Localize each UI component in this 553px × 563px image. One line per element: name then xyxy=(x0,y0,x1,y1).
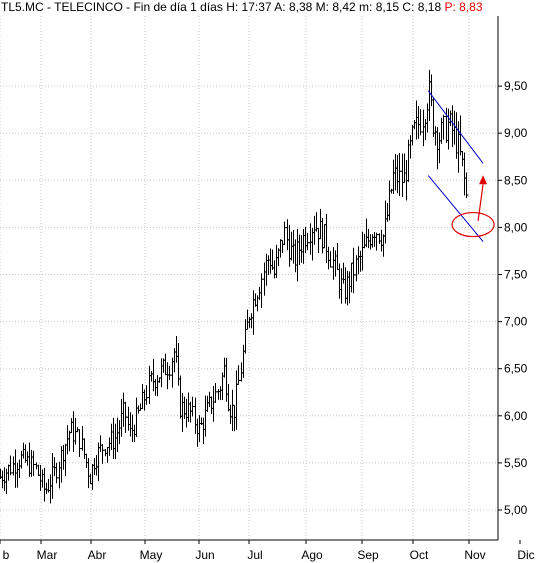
x-tick-label: May xyxy=(140,548,163,562)
m-label: M: xyxy=(315,0,329,14)
grid-lines xyxy=(0,16,498,540)
x-tick-label: Jul xyxy=(247,548,262,562)
y-tick-label: 8,50 xyxy=(504,173,528,187)
x-tick-label: Oct xyxy=(410,548,429,562)
x-tick-label: Abr xyxy=(88,548,107,562)
x-tick-label: Mar xyxy=(37,548,58,562)
channel-upper-line xyxy=(427,90,484,164)
x-tick-label: b xyxy=(3,548,10,562)
symbol-title: TL5.MC - TELECINCO - Fin de día 1 días xyxy=(1,0,223,14)
p-label: P: xyxy=(444,0,456,14)
min-value: 8,15 xyxy=(375,0,400,14)
x-tick-label: Nov xyxy=(464,548,485,562)
x-tick-label: Dic xyxy=(517,548,534,562)
min-label: m: xyxy=(359,0,373,14)
a-value: 8,38 xyxy=(288,0,313,14)
arrow-head xyxy=(479,175,488,185)
y-tick-label: 7,00 xyxy=(504,315,528,329)
price-bars xyxy=(0,69,469,504)
c-value: 8,18 xyxy=(417,0,442,14)
y-tick-label: 6,50 xyxy=(504,362,528,376)
y-tick-label: 6,00 xyxy=(504,409,528,423)
h-label: H: xyxy=(226,0,239,14)
x-tick-label: Ago xyxy=(301,548,323,562)
trend-channel xyxy=(427,90,484,242)
p-value: 8,83 xyxy=(459,0,483,14)
y-tick-label: 9,00 xyxy=(504,126,528,140)
y-tick-label: 9,50 xyxy=(504,79,528,93)
y-tick-label: 5,00 xyxy=(504,503,528,517)
y-tick-label: 5,50 xyxy=(504,456,528,470)
y-tick-label: 8,00 xyxy=(504,220,528,234)
y-axis-ticks: 9,50 9,00 8,50 8,00 7,50 7,00 6,50 6,00 5,50 5,00 xyxy=(498,79,528,517)
channel-lower-line xyxy=(427,175,484,242)
annotations xyxy=(451,175,495,238)
x-axis-ticks: b Mar Abr May Jun Jul Ago Sep Oct Nov Dic xyxy=(0,540,535,562)
x-tick-label: Jun xyxy=(195,548,214,562)
highlight-ellipse xyxy=(451,211,495,238)
x-tick-label: Sep xyxy=(357,548,379,562)
c-label: C: xyxy=(402,0,415,14)
m-value: 8,42 xyxy=(332,0,356,14)
y-tick-label: 7,50 xyxy=(504,268,528,282)
h-value: 17:37 xyxy=(241,0,272,14)
chart-header: TL5.MC - TELECINCO - Fin de día 1 días H… xyxy=(1,0,553,14)
a-label: A: xyxy=(274,0,286,14)
arrow-shaft xyxy=(477,184,484,221)
